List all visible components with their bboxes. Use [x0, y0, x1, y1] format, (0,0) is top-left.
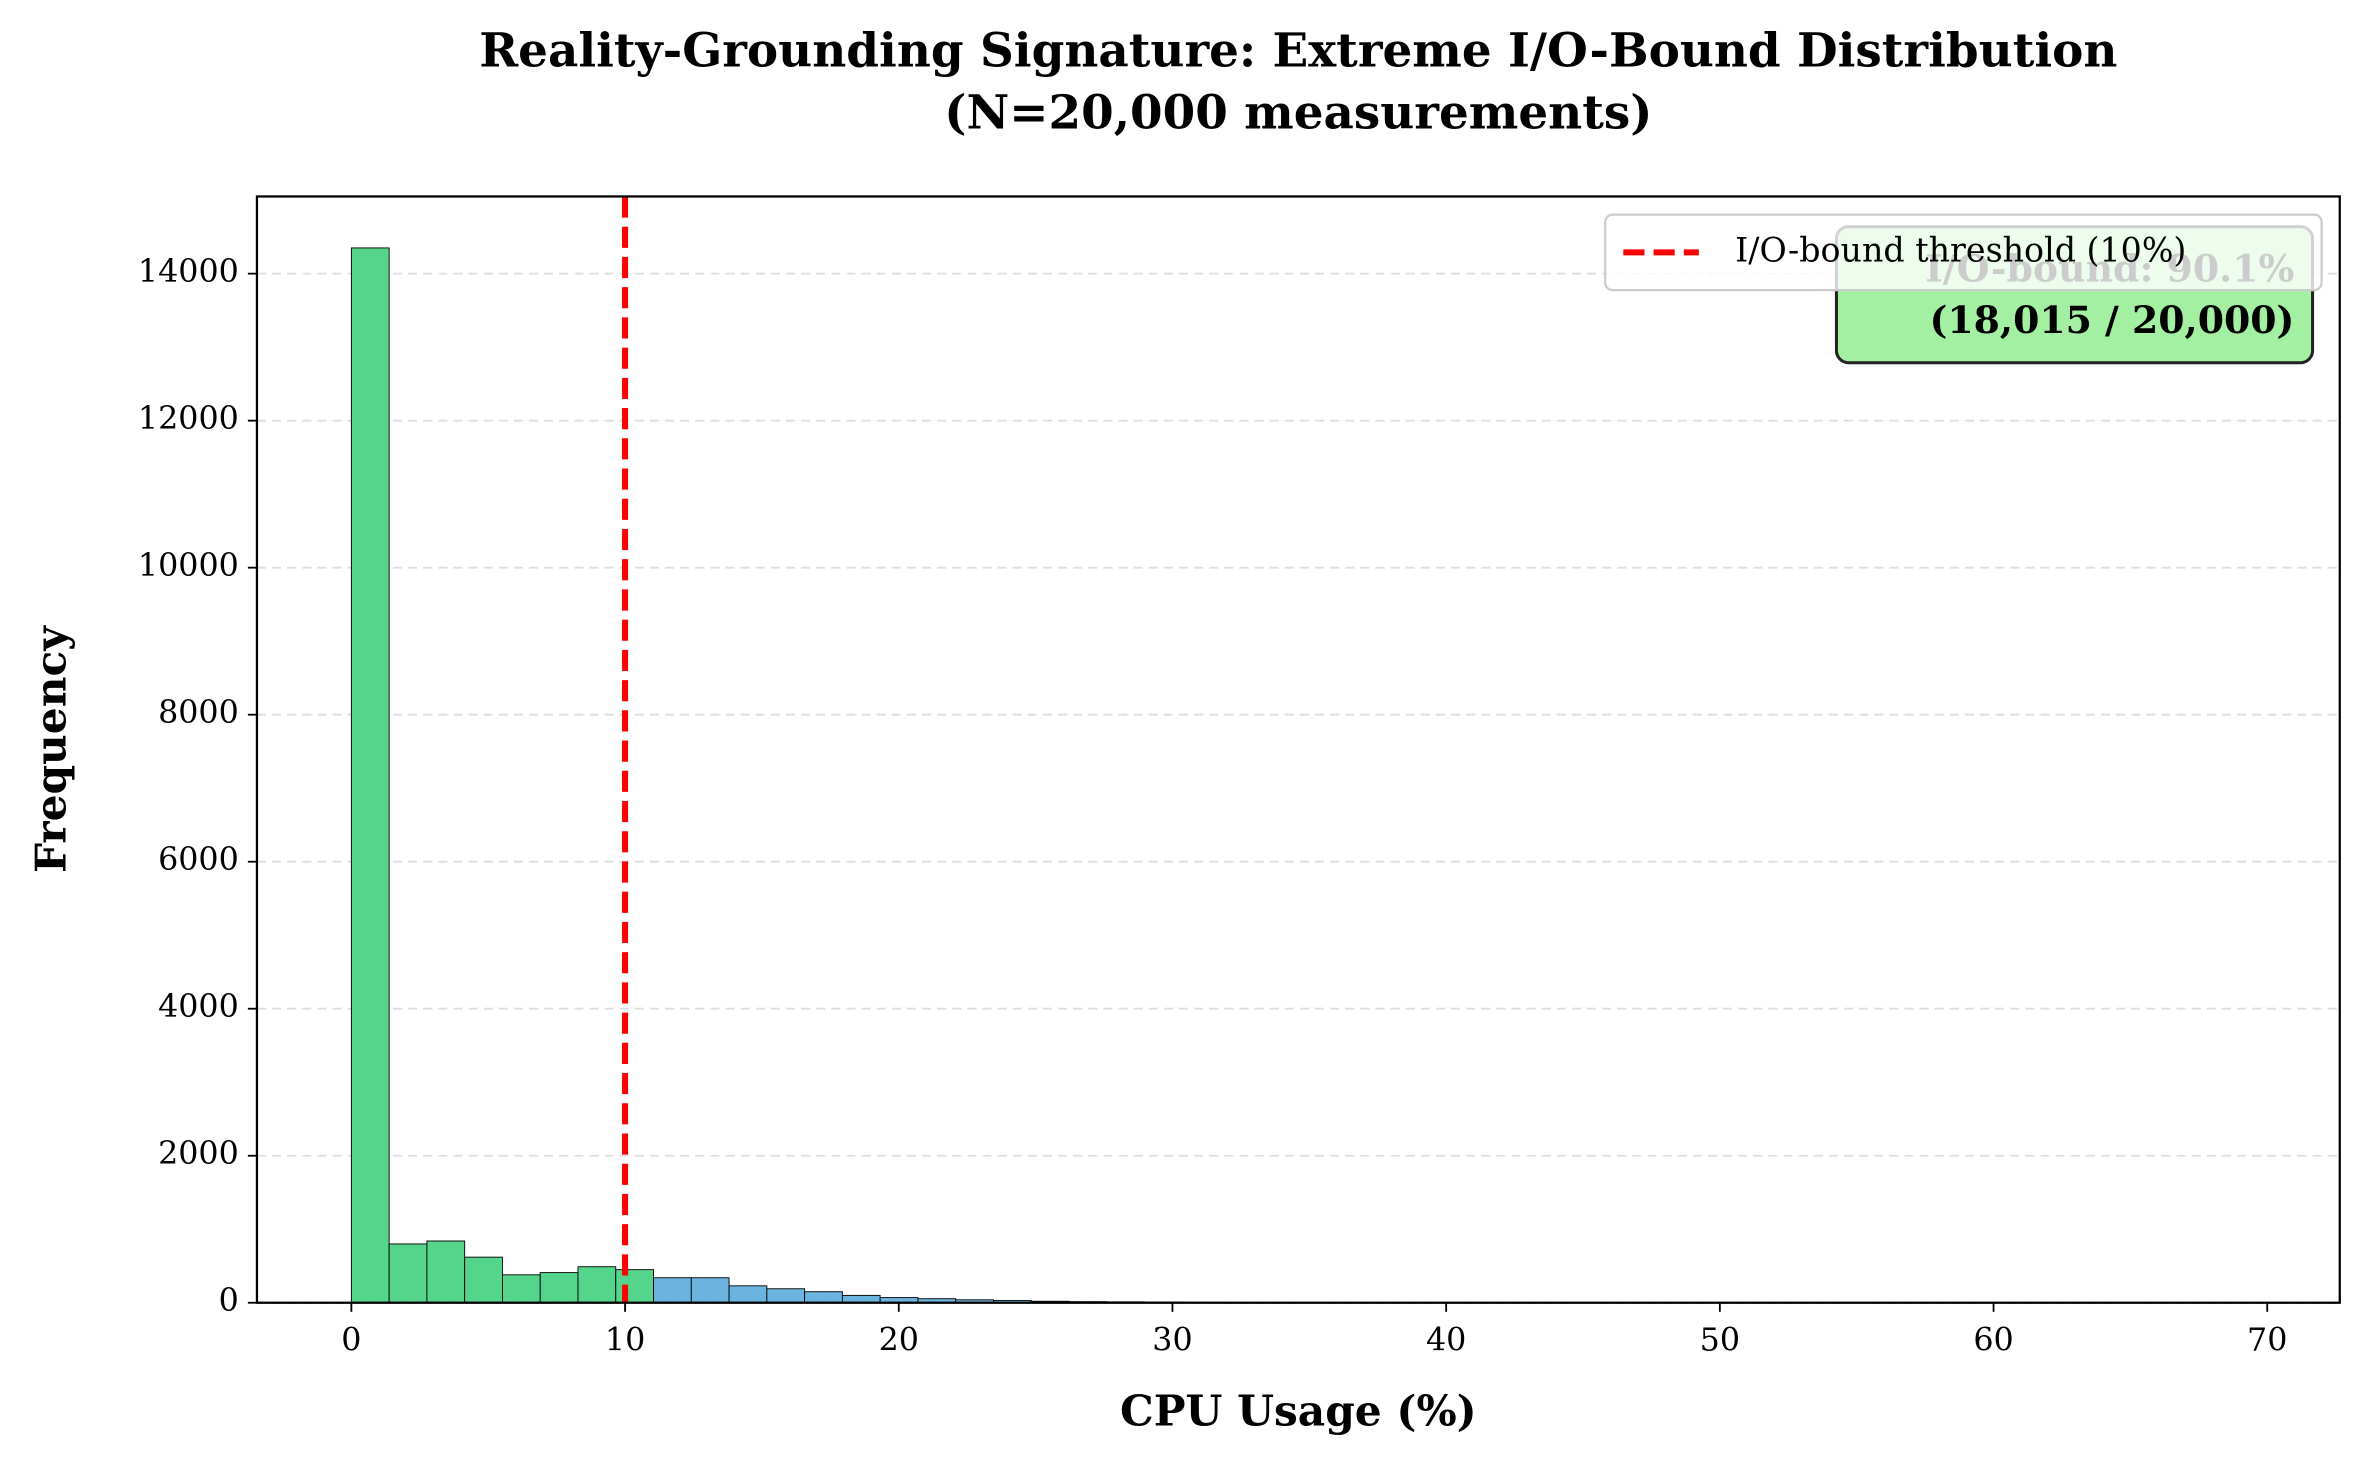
y-tick-label: 0: [219, 1283, 239, 1319]
y-tick-label: 8000: [158, 695, 239, 731]
plot-frame: [255, 195, 2341, 1304]
histogram-bar: [539, 1272, 579, 1304]
y-tick-label: 4000: [158, 989, 239, 1025]
x-tick-label: 30: [1152, 1323, 1192, 1359]
x-tick-label: 50: [1700, 1323, 1740, 1359]
annotation-line: (18,015 / 20,000): [1929, 298, 2294, 342]
histogram-bar: [766, 1288, 806, 1304]
histogram-bar: [653, 1277, 692, 1304]
histogram-bar: [350, 247, 390, 1304]
histogram-bar: [728, 1285, 768, 1304]
x-tick-label: 40: [1426, 1323, 1466, 1359]
x-tick-label: 60: [1973, 1323, 2013, 1359]
histogram-bar: [502, 1274, 541, 1304]
legend-box: [1604, 213, 2323, 292]
y-tick-label: 14000: [138, 254, 239, 290]
y-tick-label: 2000: [158, 1136, 239, 1172]
histogram-bar: [464, 1256, 503, 1304]
chart-title: Reality-Grounding Signature: Extreme I/O…: [479, 23, 2117, 78]
histogram-bar: [690, 1277, 730, 1304]
x-tick-label: 10: [605, 1323, 645, 1359]
y-tick-label: 6000: [158, 842, 239, 878]
chart-subtitle: (N=20,000 measurements): [944, 85, 1652, 140]
histogram-bar: [426, 1240, 466, 1304]
y-axis-label: Frequency: [25, 625, 75, 873]
histogram-bar: [615, 1269, 654, 1304]
histogram-bar: [577, 1266, 617, 1304]
legend-label: I/O-bound threshold (10%): [1735, 230, 2186, 269]
histogram-bar: [804, 1291, 843, 1304]
x-tick-label: 20: [879, 1323, 919, 1359]
x-tick-label: 0: [341, 1323, 361, 1359]
histogram-bar: [388, 1243, 428, 1304]
y-tick-label: 10000: [138, 548, 239, 584]
y-tick-label: 12000: [138, 401, 239, 437]
x-axis-label: CPU Usage (%): [1120, 1386, 1477, 1436]
x-tick-label: 70: [2247, 1323, 2287, 1359]
